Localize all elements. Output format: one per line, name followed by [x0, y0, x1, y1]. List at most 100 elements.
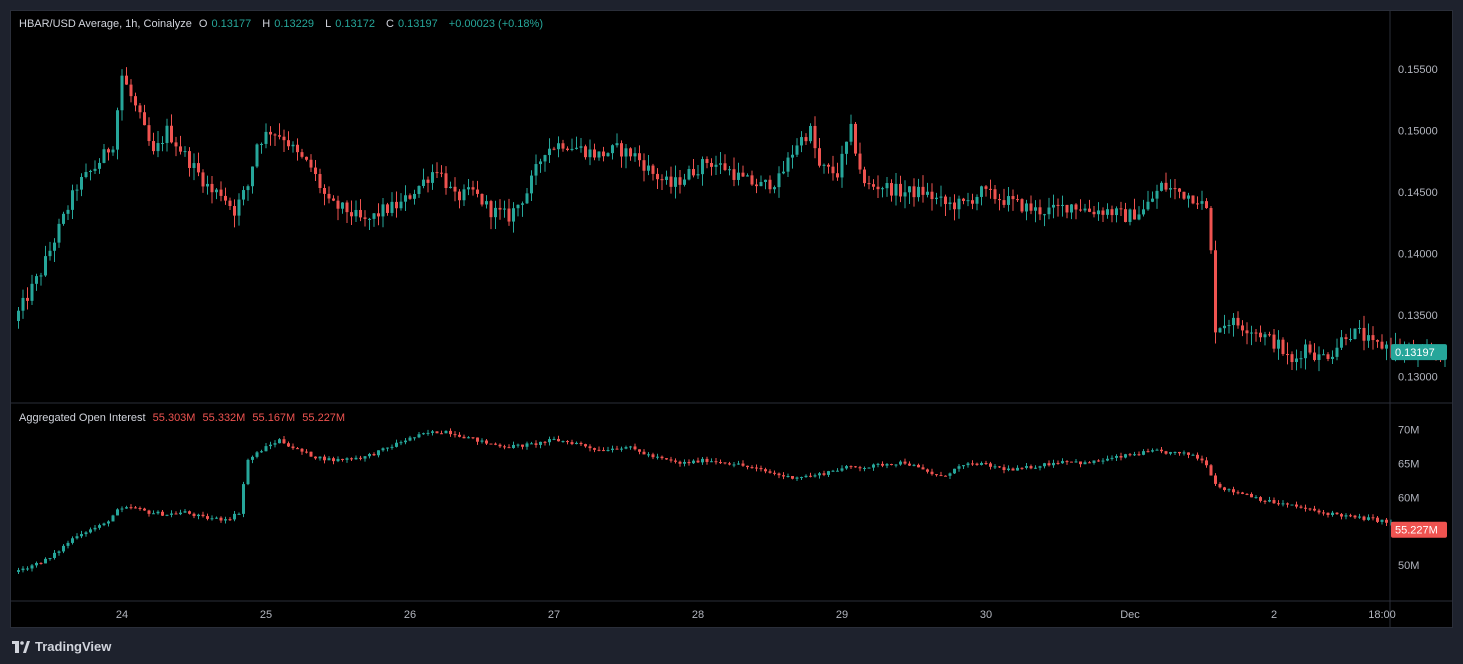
candle-body: [782, 171, 785, 174]
candle-body: [890, 183, 893, 196]
candle-body: [197, 163, 200, 173]
candle-body: [39, 275, 43, 277]
candle-body: [930, 471, 934, 475]
candle-body: [989, 188, 992, 190]
candle-body: [138, 507, 142, 509]
close-value: 0.13197: [397, 18, 438, 30]
candle-body: [831, 166, 835, 174]
candle-body: [381, 204, 385, 217]
candle-body: [813, 475, 817, 477]
candle-body: [1245, 330, 1249, 334]
candle-body: [849, 466, 853, 468]
candle-body: [224, 195, 227, 201]
candle-body: [260, 451, 263, 453]
candle-body: [1344, 515, 1348, 517]
x-tick-label: 2: [1271, 609, 1277, 621]
candle-body: [759, 467, 763, 470]
candle-body: [170, 125, 173, 143]
candle-body: [1299, 358, 1303, 360]
candle-body: [908, 186, 911, 193]
candle-body: [1367, 335, 1370, 341]
candle-body: [39, 562, 43, 564]
oi-axis: 70M 65M 60M 50M 55.227M: [1391, 425, 1447, 572]
candle-body: [854, 466, 857, 468]
candle-body: [431, 431, 434, 433]
candle-body: [1304, 507, 1307, 509]
candle-body: [692, 169, 695, 176]
candle-body: [921, 467, 925, 470]
candle-body: [1182, 452, 1186, 454]
y-tick-label: 0.15500: [1398, 64, 1438, 76]
candle-body: [912, 464, 916, 466]
candle-body: [602, 450, 605, 452]
candle-body: [750, 467, 754, 469]
candle-body: [633, 446, 637, 450]
candle-body: [305, 451, 308, 453]
candle-body: [737, 463, 740, 465]
candle-body: [746, 175, 749, 177]
candle-body: [1250, 493, 1253, 498]
candle-body: [1245, 493, 1249, 495]
open-label: O: [198, 18, 208, 30]
candle-body: [1385, 344, 1388, 349]
candle-body: [579, 146, 583, 148]
candle-body: [993, 189, 997, 200]
candle-body: [1313, 352, 1316, 360]
candle-body: [435, 431, 439, 434]
candle-body: [1029, 203, 1033, 211]
candle-body: [642, 160, 646, 171]
candle-body: [539, 441, 542, 445]
candle-body: [129, 84, 133, 97]
candle-body: [1034, 467, 1037, 469]
candle-body: [327, 458, 331, 461]
candle-body: [903, 192, 907, 197]
x-tick-label: 29: [836, 609, 848, 621]
tradingview-brand[interactable]: TradingView: [12, 639, 111, 654]
candle-body: [1002, 200, 1006, 205]
candle-body: [165, 125, 169, 144]
candle-body: [1263, 334, 1267, 338]
candle-body: [615, 143, 619, 146]
candle-body: [1259, 497, 1262, 501]
symbol-label[interactable]: HBAR/USD Average, 1h, Coinalyze: [19, 18, 192, 30]
candle-body: [836, 470, 839, 472]
candle-body: [1196, 454, 1199, 459]
candle-body: [471, 437, 475, 439]
candle-body: [1097, 210, 1100, 215]
candle-body: [656, 173, 659, 180]
candle-body: [1137, 454, 1141, 456]
candle-body: [224, 519, 227, 521]
candle-body: [1101, 460, 1105, 462]
candle-body: [728, 463, 731, 465]
candle-body: [62, 545, 65, 552]
candle-body: [795, 477, 799, 479]
candle-body: [89, 170, 92, 173]
candle-body: [296, 448, 299, 450]
candle-body: [161, 511, 164, 516]
candle-body: [1205, 460, 1208, 466]
candle-body: [287, 140, 290, 147]
candle-body: [1187, 452, 1190, 455]
candle-body: [1025, 466, 1028, 468]
candle-body: [1380, 341, 1384, 349]
candle-body: [980, 463, 983, 465]
candle-body: [620, 448, 623, 450]
candle-body: [1349, 515, 1352, 517]
candle-body: [980, 186, 983, 197]
high-label: H: [262, 18, 271, 30]
candle-body: [116, 509, 119, 516]
candle-body: [188, 511, 191, 514]
candle-body: [1344, 337, 1348, 340]
candle-body: [633, 153, 637, 157]
candle-body: [120, 508, 124, 510]
x-tick-label: 27: [548, 609, 560, 621]
candle-body: [152, 513, 155, 515]
candle-body: [1385, 519, 1388, 523]
candle-body: [228, 519, 232, 521]
chart-canvas[interactable]: 0.15500 0.15000 0.14500 0.14000 0.13500 0.130…: [11, 11, 1452, 627]
oi-title[interactable]: Aggregated Open Interest: [19, 412, 146, 424]
candle-body: [1133, 454, 1136, 456]
candle-body: [651, 454, 655, 458]
chart-frame[interactable]: 0.15500 0.15000 0.14500 0.14000 0.13500 0.130…: [10, 10, 1453, 628]
candle-body: [822, 473, 826, 475]
